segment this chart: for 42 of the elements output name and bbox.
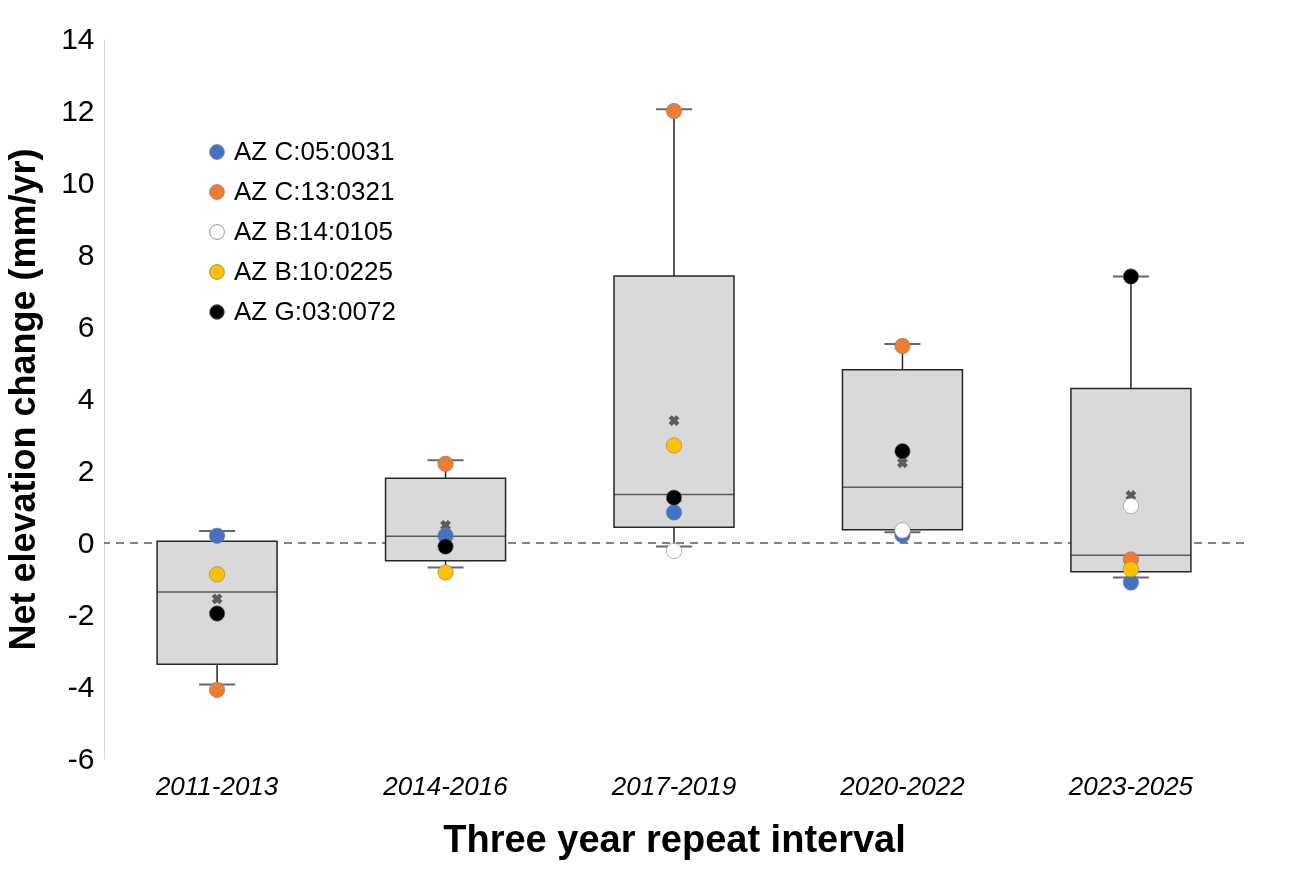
x-axis-title: Three year repeat interval bbox=[443, 817, 906, 860]
point bbox=[209, 566, 226, 583]
y-tick-label: 10 bbox=[61, 165, 95, 199]
y-axis-title: Net elevation change (mm/yr) bbox=[2, 148, 44, 651]
point bbox=[665, 504, 683, 521]
y-tick-label: 2 bbox=[77, 453, 95, 487]
point bbox=[894, 338, 911, 355]
point bbox=[665, 542, 683, 559]
point bbox=[209, 527, 226, 544]
x-tick-label: 2011-2013 bbox=[154, 770, 279, 801]
point bbox=[665, 437, 683, 454]
y-tick-label: 14 bbox=[61, 21, 95, 55]
y-tick-label: -6 bbox=[67, 741, 95, 775]
legend-label: AZ C:05:0031 bbox=[234, 136, 395, 166]
x-tick-label: 2023-2025 bbox=[1067, 770, 1194, 801]
y-tick-label: 8 bbox=[77, 237, 95, 271]
point bbox=[894, 443, 911, 460]
point bbox=[665, 102, 683, 120]
point bbox=[665, 489, 683, 506]
legend-label: AZ G:03:0072 bbox=[234, 296, 396, 326]
x-tick-label: 2017-2019 bbox=[610, 770, 737, 801]
y-tick-label: 6 bbox=[77, 309, 95, 343]
point bbox=[209, 605, 226, 622]
point bbox=[1122, 268, 1139, 285]
x-tick-label: 2014-2016 bbox=[382, 770, 509, 801]
point bbox=[437, 564, 454, 581]
point bbox=[437, 538, 454, 555]
legend-label: AZ B:10:0225 bbox=[234, 256, 393, 286]
legend-label: AZ C:13:0321 bbox=[234, 176, 395, 206]
point bbox=[209, 681, 226, 698]
y-tick-label: -4 bbox=[67, 669, 95, 703]
y-tick-label: 4 bbox=[77, 381, 95, 415]
legend-label: AZ B:14:0105 bbox=[234, 216, 393, 246]
point bbox=[437, 455, 454, 472]
y-tick-label: 0 bbox=[77, 525, 95, 559]
point bbox=[1122, 574, 1139, 591]
point bbox=[894, 522, 911, 539]
x-tick-label: 2020-2022 bbox=[839, 770, 966, 801]
point bbox=[1122, 497, 1139, 514]
y-tick-label: 12 bbox=[61, 93, 95, 127]
point bbox=[1122, 561, 1139, 578]
y-tick-label: -2 bbox=[67, 597, 95, 631]
